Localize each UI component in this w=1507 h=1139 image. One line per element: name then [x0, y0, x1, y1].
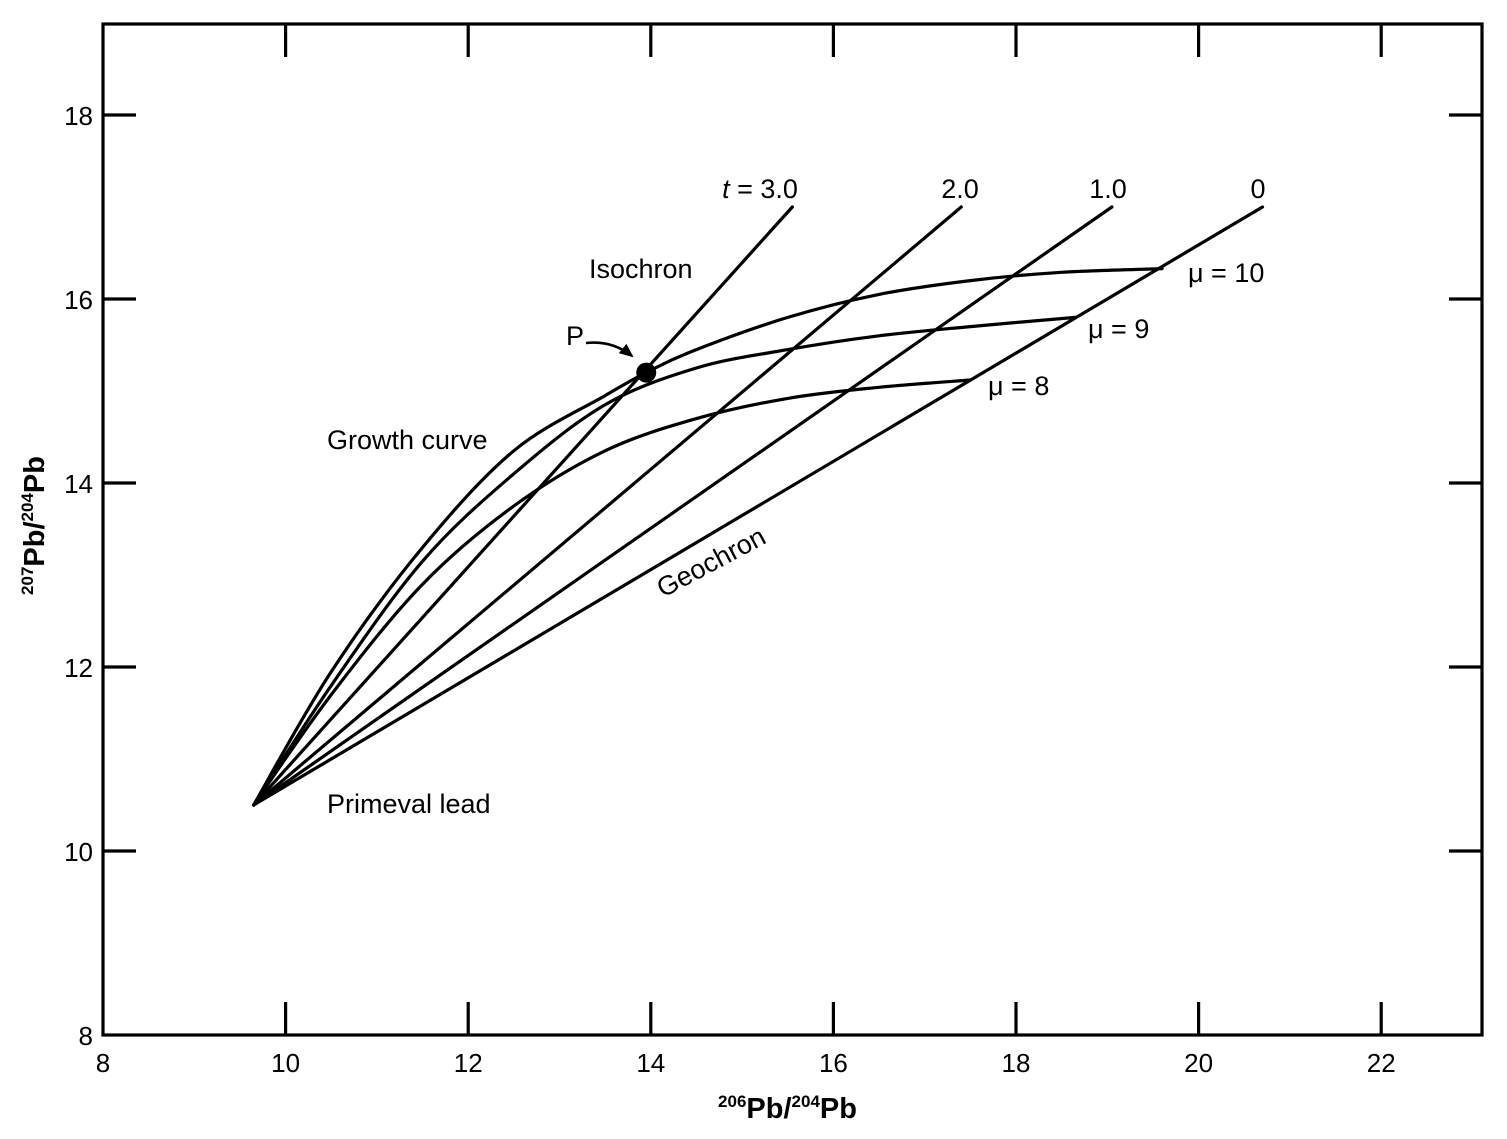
x-tick-label: 10	[271, 1048, 300, 1078]
primeval-lead-annotation: Primeval lead	[327, 789, 491, 819]
y-tick-label: 8	[79, 1021, 93, 1051]
axis-ticks	[103, 24, 1482, 1035]
point-p-label: P	[566, 321, 584, 351]
x-tick-label: 18	[1002, 1048, 1031, 1078]
y-tick-label: 18	[64, 101, 93, 131]
isochron-label: 0	[1250, 174, 1265, 204]
mu-label: μ = 8	[988, 371, 1049, 401]
growth-curve-mu-8	[252, 378, 972, 807]
plot-lines	[252, 205, 1265, 807]
x-tick-label: 14	[636, 1048, 665, 1078]
y-tick-label: 12	[64, 653, 93, 683]
isochron-label: 1.0	[1089, 174, 1127, 204]
isochron-line-t-3	[252, 205, 794, 807]
isochron-annotation: Isochron	[589, 254, 693, 284]
mu-label: μ = 9	[1088, 314, 1149, 344]
y-tick-label: 10	[64, 837, 93, 867]
y-tick-label: 16	[64, 285, 93, 315]
mu-label: μ = 10	[1188, 258, 1264, 288]
isochron-label: 2.0	[941, 174, 979, 204]
x-tick-label: 12	[454, 1048, 483, 1078]
plot-frame	[101, 22, 1484, 1037]
growth-curve-mu-9	[252, 315, 1077, 807]
isochron-label: t = 3.0	[722, 174, 798, 204]
point-p-arrow	[585, 341, 634, 358]
point-p-marker	[636, 362, 657, 383]
growth-curve-annotation: Growth curve	[327, 425, 488, 455]
x-axis-title: 206Pb/204Pb	[718, 1092, 857, 1125]
isochron-line-t-1	[252, 205, 1114, 807]
isochron-line-t-2	[252, 205, 963, 807]
x-tick-label: 16	[819, 1048, 848, 1078]
y-tick-label: 14	[64, 469, 93, 499]
x-tick-label: 8	[96, 1048, 110, 1078]
geochron-line	[252, 205, 1265, 807]
x-tick-label: 22	[1367, 1048, 1396, 1078]
y-axis-title: 207Pb/204Pb	[18, 456, 51, 595]
x-tick-label: 20	[1184, 1048, 1213, 1078]
